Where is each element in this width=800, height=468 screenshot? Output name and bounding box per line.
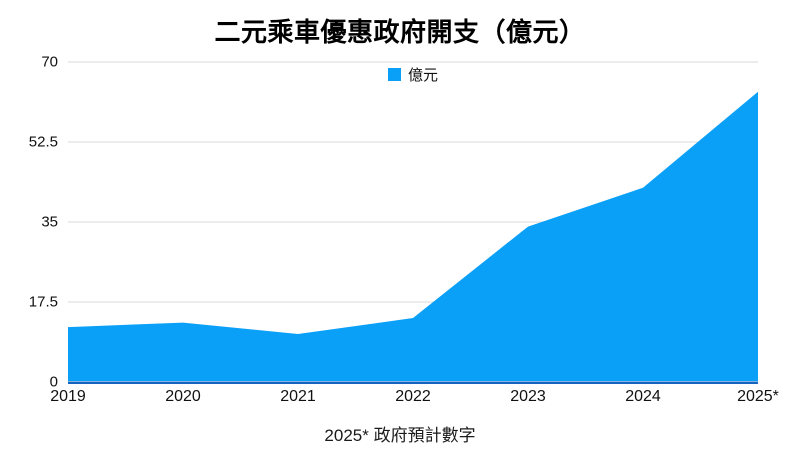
- y-tick-label: 17.5: [28, 293, 58, 311]
- area-series: [68, 91, 758, 381]
- x-tick-label: 2020: [165, 388, 201, 405]
- x-tick-label: 2021: [280, 388, 316, 405]
- x-tick-label: 2024: [625, 388, 661, 405]
- legend-swatch-icon: [388, 68, 401, 81]
- x-tick-label: 2023: [510, 388, 546, 405]
- x-tick-label: 2022: [395, 388, 431, 405]
- y-tick-label: 52.5: [28, 133, 58, 151]
- x-tick-label: 2019: [50, 388, 86, 405]
- y-tick-label: 0: [49, 373, 58, 391]
- legend-label: 億元: [408, 67, 439, 84]
- legend: 億元: [388, 64, 438, 85]
- chart-title: 二元乘車優惠政府開支（億元）: [214, 17, 586, 47]
- y-tick-label: 70: [41, 53, 58, 71]
- y-tick-label: 35: [41, 213, 58, 231]
- x-tick-label: 2025*: [737, 388, 779, 405]
- footnote: 2025* 政府預計數字: [324, 426, 476, 445]
